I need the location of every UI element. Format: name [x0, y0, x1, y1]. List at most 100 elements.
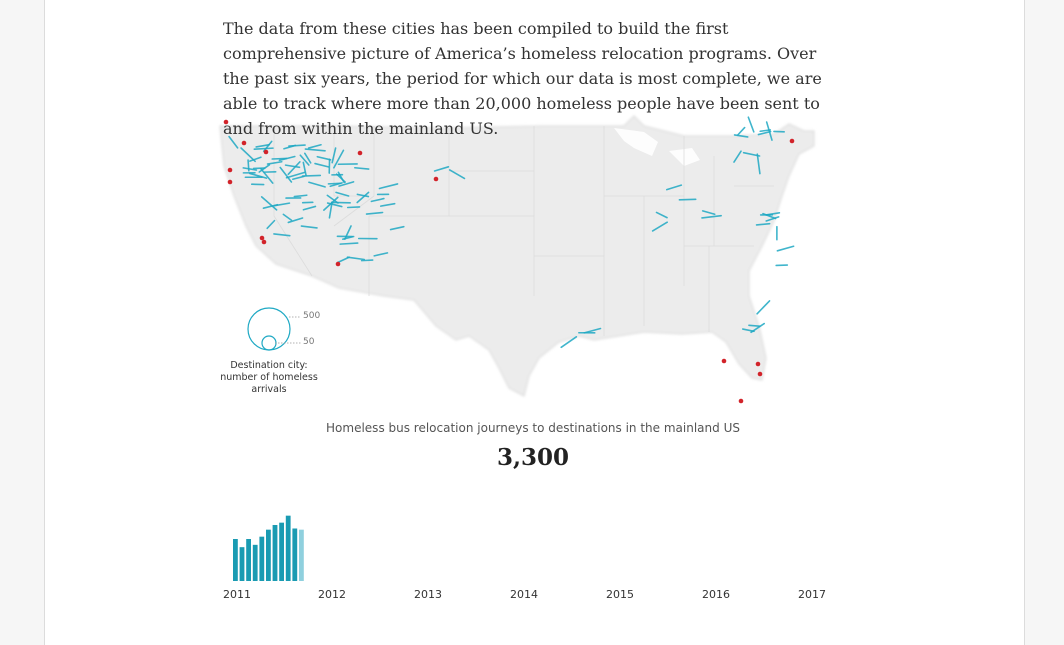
flow-arrow — [314, 162, 330, 168]
flow-arrow — [360, 259, 374, 262]
flow-arrow — [666, 184, 683, 191]
flow-arrow — [258, 164, 271, 173]
flow-arrow — [260, 167, 274, 184]
flow-arrow — [354, 166, 370, 170]
timeline-bar — [266, 529, 271, 581]
flow-arrow — [273, 233, 291, 237]
flow-arrow — [285, 171, 306, 179]
year-label-2015: 2015 — [606, 588, 634, 601]
flow-arrow — [736, 126, 746, 136]
map-legend: 500 50 Destination city: number of homel… — [215, 300, 325, 400]
flow-arrow — [308, 181, 326, 188]
origin-city-dot — [789, 138, 795, 144]
timeline-bar-chart — [233, 515, 304, 581]
flow-arrow — [291, 175, 305, 181]
flow-arrow — [304, 148, 326, 152]
flow-arrow — [701, 210, 716, 216]
flow-arrow — [248, 172, 268, 179]
legend-circles — [247, 307, 301, 351]
flow-arrow — [328, 201, 333, 219]
flow-arrow — [282, 213, 293, 222]
timeline-bar — [285, 515, 291, 581]
flow-arrow — [346, 206, 361, 209]
flow-arrow — [255, 143, 271, 148]
legend-circle-small — [261, 335, 277, 351]
flow-lines — [228, 116, 795, 349]
flow-arrow — [651, 221, 668, 232]
flow-arrow — [249, 156, 262, 162]
flow-arrow — [262, 140, 273, 153]
origin-city-dot — [261, 239, 267, 245]
flow-arrow — [338, 181, 355, 187]
year-label-2016: 2016 — [702, 588, 730, 601]
timeline-bar — [279, 522, 284, 581]
flow-arrow — [765, 216, 780, 222]
flow-arrow — [301, 174, 322, 177]
year-label-2012: 2012 — [318, 588, 346, 601]
timeline-bar — [259, 536, 265, 581]
flow-arrow — [287, 217, 304, 224]
flow-arrow — [283, 144, 297, 150]
flow-arrow — [356, 193, 370, 198]
chart-title: Homeless bus relocation journeys to dest… — [326, 421, 740, 435]
flow-arrow — [747, 116, 755, 133]
flow-arrow — [678, 198, 697, 201]
flow-arrow — [260, 196, 278, 211]
flow-arrow — [733, 150, 742, 163]
flow-arrow — [331, 147, 337, 164]
flow-arrow — [228, 135, 239, 149]
flow-arrow — [300, 225, 318, 229]
flow-arrow — [433, 166, 450, 172]
flow-arrow — [378, 183, 399, 190]
flow-arrow — [756, 300, 771, 315]
origin-city-dot — [433, 176, 439, 182]
origin-city-dot — [757, 371, 763, 377]
year-label-2013: 2013 — [414, 588, 442, 601]
origin-city-dot — [335, 261, 341, 267]
origin-cities — [223, 119, 795, 404]
flow-arrow — [299, 154, 310, 166]
origin-city-dot — [223, 119, 229, 125]
legend-caption: Destination city: number of homeless arr… — [220, 360, 318, 395]
flow-arrow — [344, 225, 352, 240]
flow-arrow — [262, 203, 279, 210]
legend-large-value: 500 — [303, 311, 321, 321]
flow-arrow — [748, 324, 761, 327]
flow-arrow — [389, 225, 405, 231]
flow-arrow — [336, 256, 350, 264]
flow-arrow — [293, 194, 308, 198]
state-borders — [273, 126, 774, 336]
origin-city-dot — [227, 167, 233, 173]
flow-arrow — [247, 159, 250, 172]
timeline-bar — [252, 544, 258, 581]
flow-arrow — [356, 191, 370, 204]
origin-city-dot — [259, 235, 265, 241]
flow-arrow — [278, 155, 296, 162]
origin-city-dot — [721, 358, 727, 364]
flow-arrow — [302, 161, 307, 177]
flow-arrow — [253, 147, 274, 150]
flow-arrow — [379, 202, 396, 207]
flow-arrow — [242, 167, 258, 171]
timeline-bar — [292, 528, 298, 581]
flow-arrow — [370, 197, 385, 203]
flow-arrow — [365, 211, 384, 215]
flow-arrow — [448, 169, 466, 180]
flow-arrow — [335, 173, 346, 183]
flow-arrow — [701, 214, 722, 219]
flow-arrow — [284, 164, 301, 169]
flow-arrow — [335, 191, 350, 197]
flow-arrow — [756, 153, 761, 175]
flow-arrow — [750, 322, 765, 334]
year-label-2014: 2014 — [510, 588, 538, 601]
origin-city-dot — [241, 140, 247, 146]
origin-city-dot — [263, 149, 269, 155]
origin-city-dot — [755, 361, 761, 367]
legend-circle-large — [247, 307, 291, 351]
flow-arrow — [307, 143, 322, 149]
flow-arrow — [333, 149, 345, 169]
flow-arrow — [316, 155, 332, 161]
great-lakes — [614, 128, 700, 166]
origin-city-dot — [357, 150, 363, 156]
flow-arrow — [323, 196, 339, 211]
